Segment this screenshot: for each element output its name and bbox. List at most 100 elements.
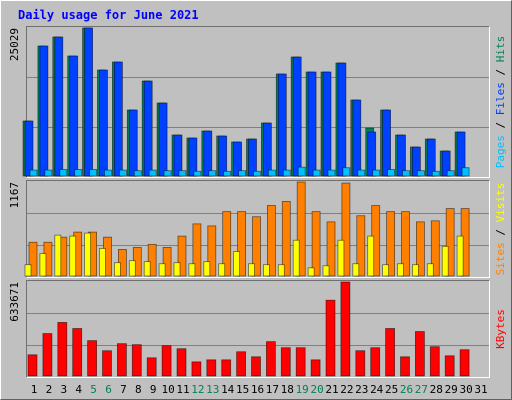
bar: [27, 354, 38, 377]
bar: [173, 134, 183, 177]
bar: [311, 211, 321, 277]
bar: [357, 169, 366, 177]
bar: [456, 235, 464, 277]
bar: [117, 343, 127, 377]
bar: [147, 243, 157, 277]
bar: [297, 166, 306, 177]
bar: [233, 251, 241, 277]
x-tick-label: 1: [31, 383, 38, 396]
panel-edge: [26, 26, 490, 178]
bar: [411, 264, 419, 277]
bar: [397, 134, 406, 177]
bar: [248, 138, 257, 177]
bar: [382, 109, 392, 177]
bar: [131, 344, 142, 377]
bar: [401, 211, 410, 277]
bar: [114, 262, 121, 277]
bar: [44, 169, 53, 177]
bar: [133, 170, 142, 177]
bar: [327, 169, 336, 177]
bar: [322, 265, 330, 277]
x-tick-label: 27: [415, 383, 428, 396]
bar: [69, 235, 77, 277]
panel-edge: [26, 180, 490, 278]
bar: [54, 234, 62, 277]
bar: [28, 241, 38, 277]
y-tick-label: 633671: [8, 282, 21, 322]
bar: [69, 55, 79, 177]
bar: [310, 359, 321, 377]
panel-edge: [26, 180, 490, 278]
bar: [39, 253, 47, 277]
bar: [444, 355, 455, 377]
bar: [386, 211, 396, 277]
bar: [72, 328, 83, 377]
x-tick-label: 21: [325, 383, 338, 396]
y-tick-label: 1167: [8, 182, 21, 209]
bar: [102, 350, 112, 377]
x-tick-label: 20: [310, 383, 323, 396]
bar: [39, 45, 49, 177]
bar: [203, 130, 213, 177]
x-tick-label: 8: [135, 383, 142, 396]
bar: [337, 62, 347, 177]
bar: [426, 138, 436, 177]
bar: [221, 359, 232, 377]
bar: [372, 169, 381, 177]
bar: [104, 169, 112, 177]
x-tick-label: 17: [266, 383, 279, 396]
bar: [267, 169, 276, 177]
x-tick-label: 29: [445, 383, 458, 396]
bar: [252, 216, 261, 277]
bar: [441, 150, 451, 177]
legend-entry: Pages: [494, 135, 507, 168]
bar: [266, 205, 276, 277]
bar: [128, 109, 138, 177]
bar: [188, 263, 196, 277]
x-tick-label: 25: [385, 383, 398, 396]
x-tick-label: 19: [296, 383, 309, 396]
bar: [177, 235, 187, 277]
bar: [84, 27, 93, 177]
legend: KBytes: [494, 309, 507, 349]
bar: [459, 349, 470, 377]
legend-entry: KBytes: [494, 309, 507, 349]
bar: [356, 215, 366, 277]
bar: [325, 299, 336, 377]
bar: [402, 170, 410, 177]
bar: [161, 345, 172, 377]
chart-title: Daily usage for June 2021: [18, 8, 199, 22]
x-tick-label: 14: [221, 383, 235, 396]
bar: [411, 146, 421, 177]
bar: [206, 359, 217, 377]
x-tick-label: 12: [191, 383, 204, 396]
bar: [128, 260, 136, 277]
bar: [74, 169, 83, 177]
bar: [29, 169, 38, 177]
bar: [461, 167, 470, 177]
panel-edge: [26, 280, 490, 378]
bar: [265, 341, 276, 377]
bar: [143, 80, 153, 177]
legend: Pages / Files / Hits: [494, 36, 507, 169]
bar: [253, 170, 261, 177]
x-tick-label: 6: [105, 383, 112, 396]
x-tick-label: 26: [400, 383, 413, 396]
bar: [218, 263, 226, 277]
bar: [352, 263, 360, 277]
bar: [146, 357, 157, 377]
bar: [414, 331, 425, 377]
legend-separator: /: [494, 62, 507, 82]
bar: [307, 71, 317, 177]
x-tick-label: 9: [150, 383, 157, 396]
bar: [426, 263, 434, 277]
bar: [382, 264, 390, 277]
bar: [233, 141, 243, 177]
bar: [191, 361, 202, 377]
bar: [262, 122, 272, 177]
bar: [292, 239, 300, 277]
bar: [89, 169, 97, 177]
x-tick-label: 11: [176, 383, 189, 396]
bar: [208, 170, 217, 177]
